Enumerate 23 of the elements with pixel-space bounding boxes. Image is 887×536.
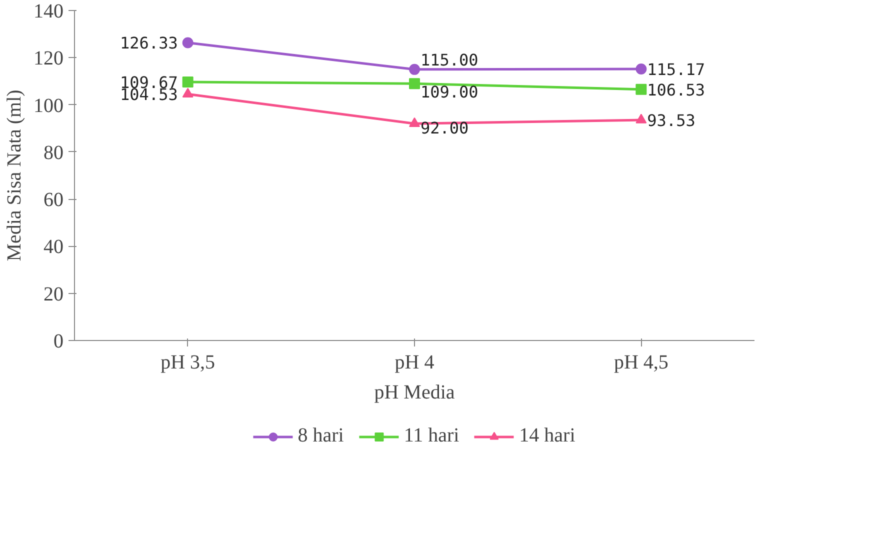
- y-tick-label: 40: [44, 236, 64, 258]
- x-axis-title: pH Media: [374, 382, 455, 404]
- y-tick-label: 60: [44, 189, 64, 212]
- data-label: 93.53: [647, 111, 696, 130]
- data-label: 126.33: [120, 34, 178, 53]
- y-tick-label: 140: [34, 0, 64, 22]
- y-axis-title: Media Sisa Nata (ml): [4, 90, 26, 262]
- x-tick-label: pH 4: [394, 352, 434, 374]
- data-label: 115.00: [420, 50, 478, 70]
- data-label: 106.53: [647, 80, 705, 100]
- legend-label: 14 hari: [519, 424, 576, 448]
- legend-label: 8 hari: [298, 424, 344, 448]
- y-tick-label: 100: [34, 94, 64, 117]
- y-tick-label: 0: [54, 330, 64, 352]
- data-label: 115.17: [647, 60, 705, 80]
- data-label: 109.00: [420, 82, 478, 102]
- x-tick-label: pH 4,5: [614, 352, 668, 374]
- y-tick-label: 80: [44, 142, 64, 164]
- data-label: 92.00: [420, 118, 469, 138]
- x-tick-label: pH 3,5: [160, 352, 216, 374]
- y-tick-label: 20: [44, 283, 64, 306]
- legend-label: 11 hari: [404, 424, 460, 448]
- y-tick-label: 120: [34, 48, 64, 70]
